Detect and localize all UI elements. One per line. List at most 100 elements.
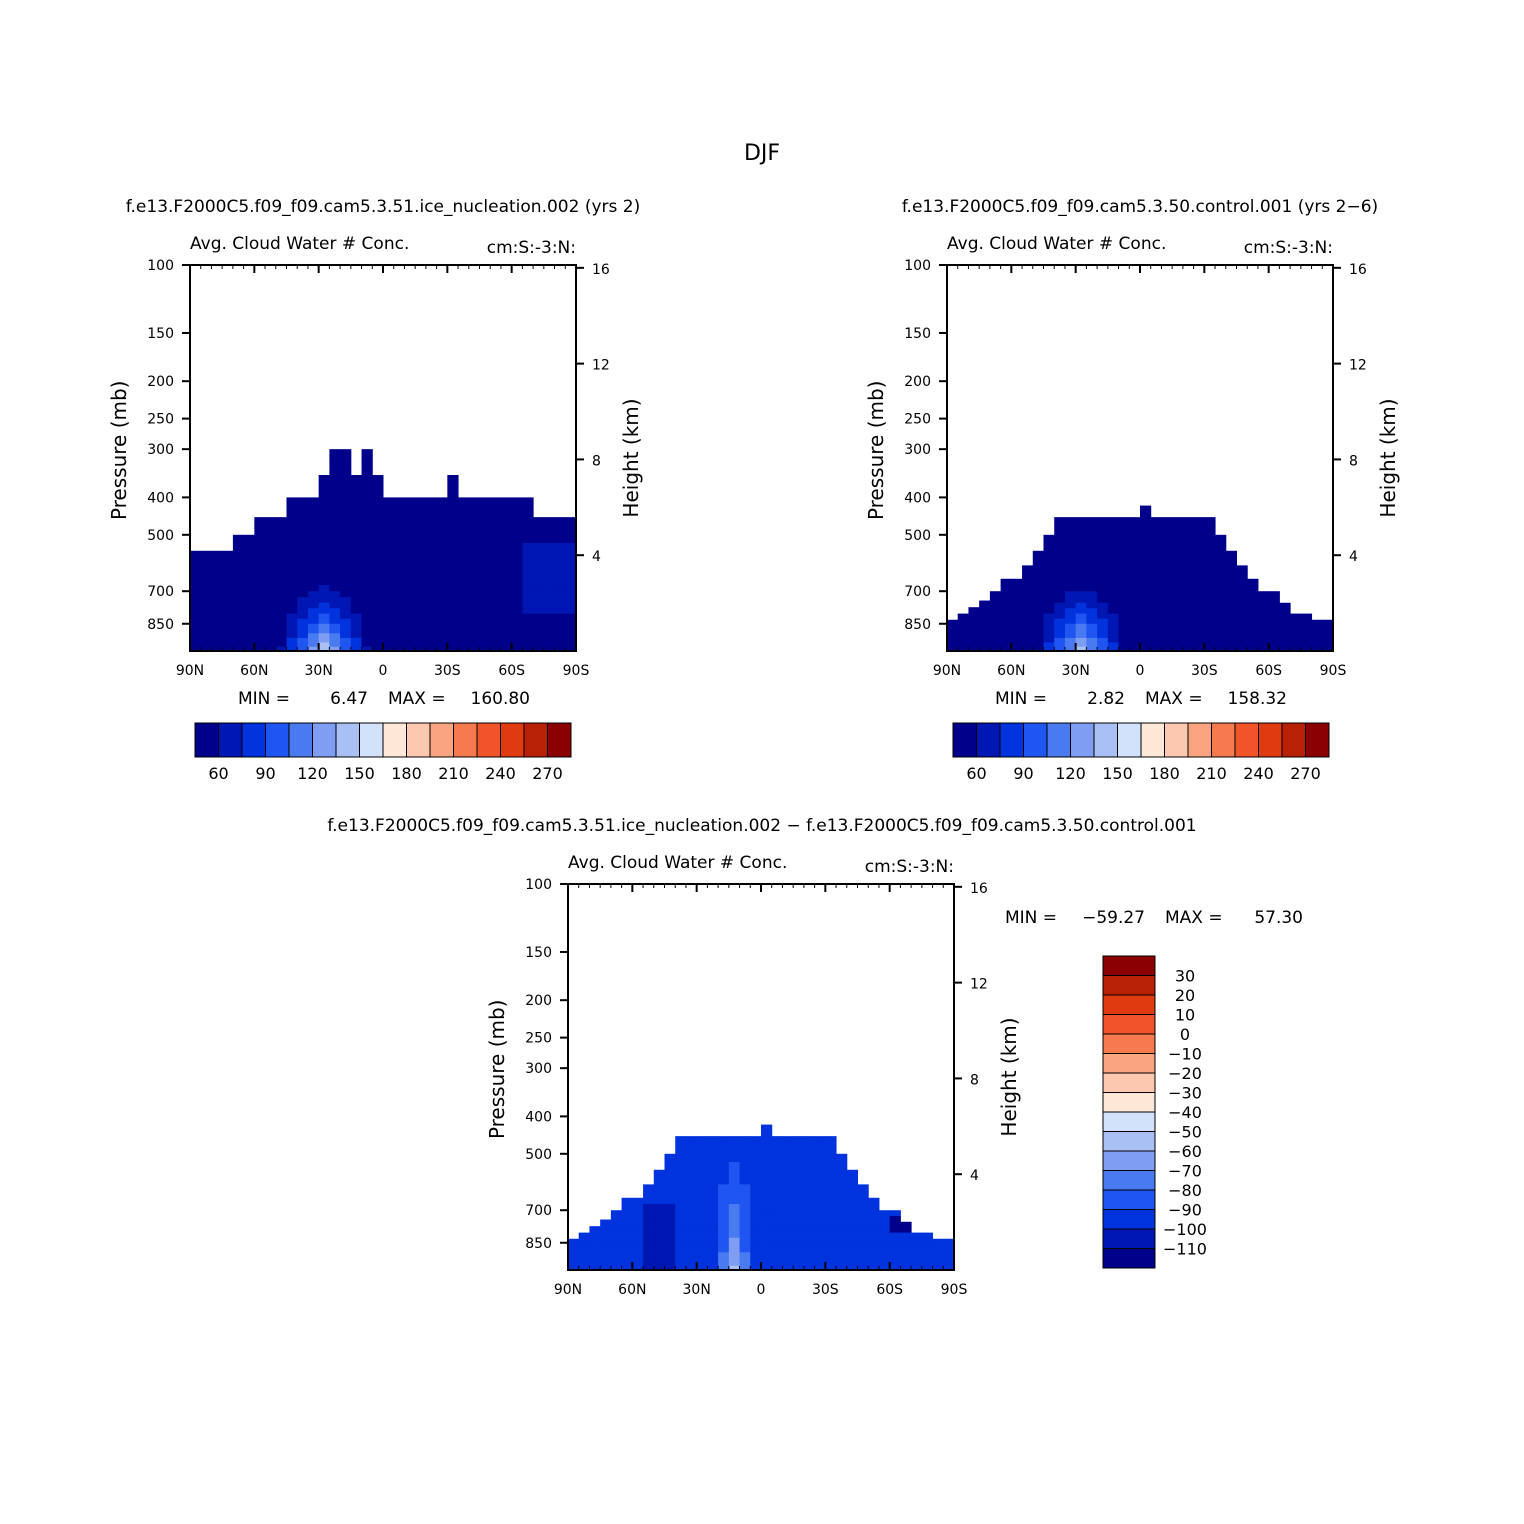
field-cell [825, 1252, 837, 1258]
field-cell [190, 572, 202, 580]
field-cell [340, 623, 352, 630]
field-cell [957, 613, 969, 620]
field-cell [739, 1191, 751, 1199]
field-cell [1204, 572, 1216, 580]
field-cell [718, 1210, 730, 1217]
min-value: 6.47 [330, 689, 368, 709]
field-cell [1011, 646, 1023, 652]
field-cell [814, 1210, 826, 1217]
field-cell [814, 1242, 826, 1249]
field-cell [533, 623, 545, 630]
field-cell [1161, 628, 1173, 634]
field-cell [814, 1256, 826, 1262]
field-cell [621, 1227, 633, 1234]
field-cell [1247, 591, 1259, 598]
field-cell [1204, 613, 1216, 620]
y2-tick-label: 16 [970, 881, 988, 897]
field-cell [632, 1265, 644, 1271]
field-cell [361, 642, 373, 648]
field-cell [1193, 534, 1205, 544]
field-cell [425, 507, 438, 518]
field-cell [393, 646, 405, 652]
field-cell [1118, 613, 1130, 620]
field-cell [200, 572, 212, 580]
field-cell [329, 462, 341, 476]
field-cell [458, 618, 470, 625]
field-cell [350, 642, 363, 648]
field-cell [814, 1216, 826, 1223]
field-cell [511, 550, 523, 559]
field-cell [350, 608, 363, 615]
field-cell [232, 591, 245, 598]
field-cell [707, 1232, 719, 1239]
field-cell [458, 633, 470, 639]
field-cell [479, 628, 491, 634]
field-cell [329, 633, 341, 639]
field-cell [297, 646, 309, 652]
field-cell [1215, 633, 1227, 639]
field-cell [1172, 542, 1184, 552]
field-cell [707, 1261, 719, 1267]
field-cell [1000, 623, 1012, 630]
field-cell [943, 1238, 955, 1245]
field-cell [554, 572, 566, 580]
field-cell [718, 1227, 730, 1234]
field-cell [479, 517, 491, 527]
field-cell [243, 602, 255, 609]
field-cell [793, 1221, 805, 1228]
field-cell [814, 1191, 826, 1199]
field-cell [543, 578, 556, 586]
field-cell [522, 542, 534, 552]
field-cell [511, 613, 523, 620]
field-cell [436, 608, 448, 615]
field-cell [653, 1191, 665, 1199]
field-cell [868, 1197, 880, 1205]
field-cell [718, 1177, 730, 1185]
field-cell [968, 607, 980, 614]
field-cell [1279, 608, 1291, 615]
field-cell [1011, 642, 1023, 648]
field-cell [372, 572, 384, 580]
field-cell [436, 623, 448, 630]
field-cell [825, 1197, 837, 1205]
field-cell [868, 1247, 880, 1253]
field-cell [222, 608, 234, 615]
field-cell [479, 602, 491, 609]
field-cell [393, 602, 405, 609]
field-cell [404, 585, 416, 592]
field-cell [1022, 633, 1034, 639]
field-cell [900, 1256, 912, 1262]
field-cell [803, 1237, 816, 1244]
field-cell [522, 534, 534, 544]
field-cell [675, 1237, 687, 1244]
field-cell [1097, 591, 1109, 598]
field-cell [361, 486, 373, 498]
field-cell [200, 578, 212, 586]
field-cell [479, 633, 491, 639]
field-cell [307, 542, 320, 552]
field-cell [468, 613, 480, 620]
field-cell [372, 526, 384, 536]
field-cell [533, 597, 545, 604]
field-cell [286, 578, 298, 586]
field-cell [1054, 558, 1066, 566]
field-cell [243, 591, 255, 598]
field-cell [1150, 542, 1162, 552]
field-cell [814, 1177, 826, 1185]
field-cell [1043, 597, 1055, 604]
field-cell [500, 623, 513, 630]
field-cell [643, 1210, 655, 1217]
field-cell [329, 646, 341, 652]
field-cell [329, 578, 341, 586]
field-cell [554, 591, 566, 598]
field-cell [782, 1227, 794, 1234]
colorbar-box [288, 722, 313, 758]
field-cell [1064, 613, 1077, 620]
field-cell [696, 1247, 708, 1253]
field-cell [254, 517, 266, 527]
field-cell [372, 613, 384, 620]
field-cell [1107, 550, 1120, 559]
field-cell [1054, 534, 1066, 544]
field-cell [1011, 602, 1023, 609]
field-cell [490, 578, 502, 586]
